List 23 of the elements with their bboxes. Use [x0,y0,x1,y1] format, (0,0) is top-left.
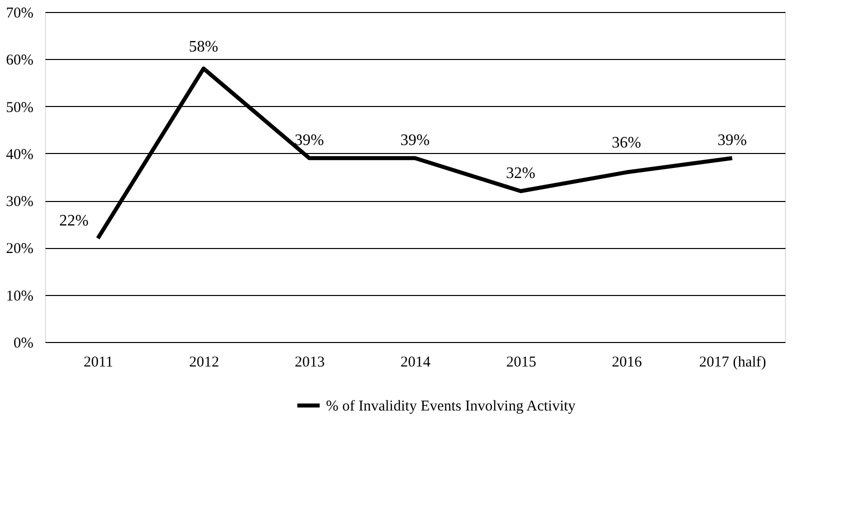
x-tick-label: 2017 (half) [699,354,766,370]
y-tick-label: 50% [6,100,34,116]
legend-label: % of Invalidity Events Involving Activity [326,398,576,414]
data-label: 39% [400,132,430,150]
y-tick-label: 0% [14,336,34,352]
data-label: 58% [188,38,218,56]
data-label: 36% [612,134,642,152]
x-tick-label: 2014 [400,354,431,370]
y-tick-label: 30% [6,194,34,210]
y-tick-label: 40% [6,146,34,163]
data-label: 32% [506,165,536,182]
y-tick-label: 60% [6,52,34,69]
y-tick-label: 20% [6,241,34,258]
x-tick-label: 2016 [612,354,642,370]
x-tick-label: 2012 [189,354,220,370]
data-label: 39% [717,132,747,150]
data-label: 22% [59,212,89,230]
y-tick-label: 70% [6,6,34,22]
data-label: 39% [294,132,324,150]
x-tick-label: 2011 [84,354,114,370]
x-tick-label: 2015 [506,354,536,370]
y-tick-label: 10% [6,288,34,304]
x-tick-label: 2013 [294,354,325,370]
